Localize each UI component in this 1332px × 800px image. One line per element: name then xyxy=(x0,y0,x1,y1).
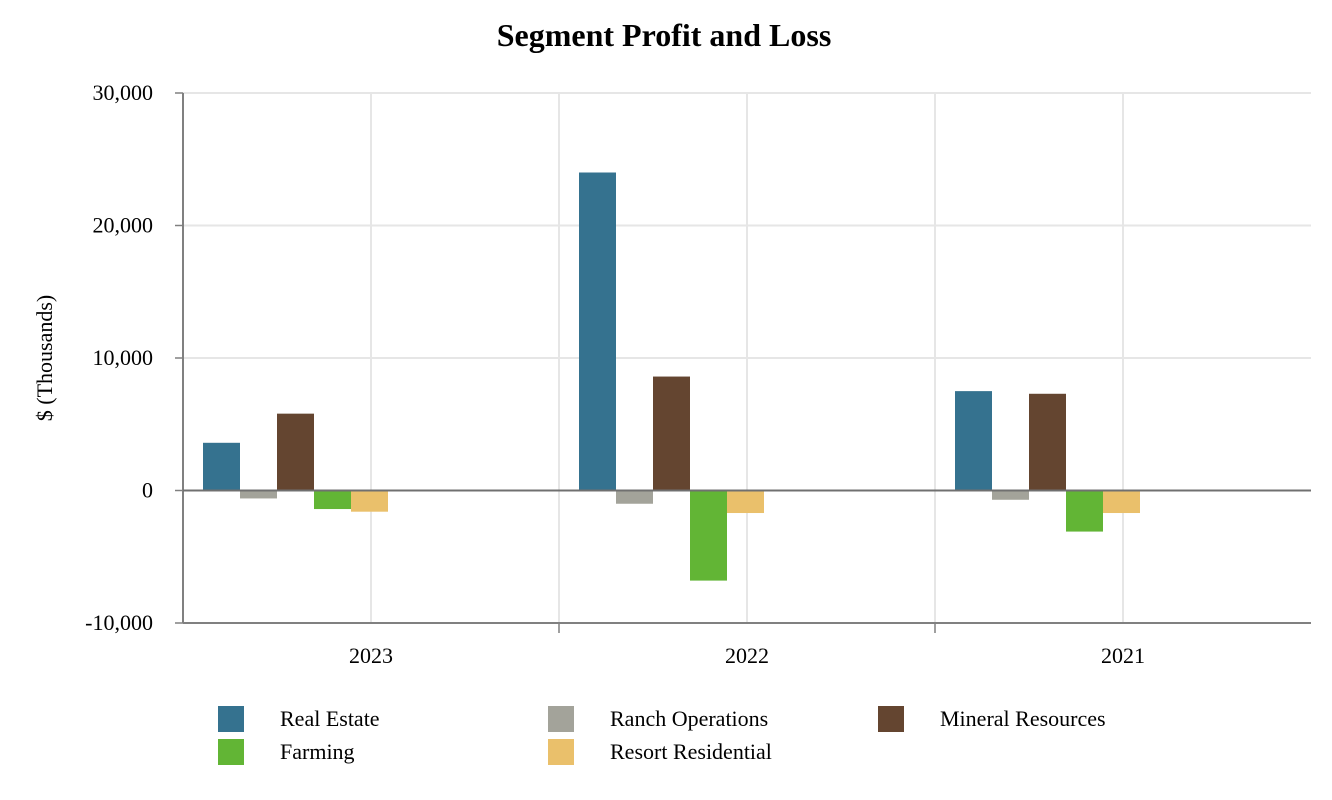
y-tick-labels: 30,000 20,000 10,000 0 -10,000 xyxy=(85,80,153,635)
legend-item-farming: Farming xyxy=(218,737,355,767)
bar-mineral-resources-2022 xyxy=(653,376,690,491)
bar-resort-residential-2023 xyxy=(351,490,388,512)
x-tick-label: 2021 xyxy=(1101,643,1145,668)
legend-swatch-ranch-operations xyxy=(548,706,574,732)
legend-swatch-real-estate xyxy=(218,706,244,732)
bar-real-estate-2022 xyxy=(579,172,616,491)
y-tick-label: 10,000 xyxy=(93,345,154,370)
x-tick-labels: 2023 2022 2021 xyxy=(349,643,1145,668)
legend: Real Estate Ranch Operations Mineral Res… xyxy=(218,704,1218,774)
legend-swatch-resort-residential xyxy=(548,739,574,765)
chart-title: Segment Profit and Loss xyxy=(497,17,832,53)
legend-label-farming: Farming xyxy=(280,739,355,764)
bar-farming-2023 xyxy=(314,490,351,510)
bar-ranch-operations-2021 xyxy=(992,490,1029,500)
gridlines xyxy=(183,92,1311,624)
y-tick-label: -10,000 xyxy=(85,610,153,635)
bar-real-estate-2023 xyxy=(203,442,240,491)
y-tick-label: 20,000 xyxy=(93,213,154,238)
legend-swatch-farming xyxy=(218,739,244,765)
legend-item-real-estate: Real Estate xyxy=(218,704,380,734)
legend-label-real-estate: Real Estate xyxy=(280,706,380,731)
legend-item-mineral-resources: Mineral Resources xyxy=(878,704,1106,734)
bar-ranch-operations-2022 xyxy=(616,490,653,504)
y-tick-label: 0 xyxy=(142,478,153,503)
x-tick-label: 2023 xyxy=(349,643,393,668)
axes xyxy=(175,92,1311,633)
legend-item-resort-residential: Resort Residential xyxy=(548,737,772,767)
legend-label-mineral-resources: Mineral Resources xyxy=(940,706,1106,731)
bar-farming-2021 xyxy=(1066,490,1103,532)
bar-resort-residential-2021 xyxy=(1103,490,1140,514)
bar-resort-residential-2022 xyxy=(727,490,764,514)
bar-ranch-operations-2023 xyxy=(240,490,277,499)
legend-swatch-mineral-resources xyxy=(878,706,904,732)
y-axis-label: $ (Thousands) xyxy=(32,295,57,421)
bar-real-estate-2021 xyxy=(955,391,992,491)
chart-canvas: Segment Profit and Loss 30,000 20,000 10,0… xyxy=(32,17,1311,668)
y-tick-label: 30,000 xyxy=(93,80,154,105)
bars xyxy=(203,172,1140,581)
legend-label-ranch-operations: Ranch Operations xyxy=(610,706,769,731)
x-tick-label: 2022 xyxy=(725,643,769,668)
bar-farming-2022 xyxy=(690,490,727,581)
bar-mineral-resources-2021 xyxy=(1029,393,1066,491)
bar-mineral-resources-2023 xyxy=(277,413,314,491)
legend-item-ranch-operations: Ranch Operations xyxy=(548,704,768,734)
legend-label-resort-residential: Resort Residential xyxy=(610,739,772,764)
